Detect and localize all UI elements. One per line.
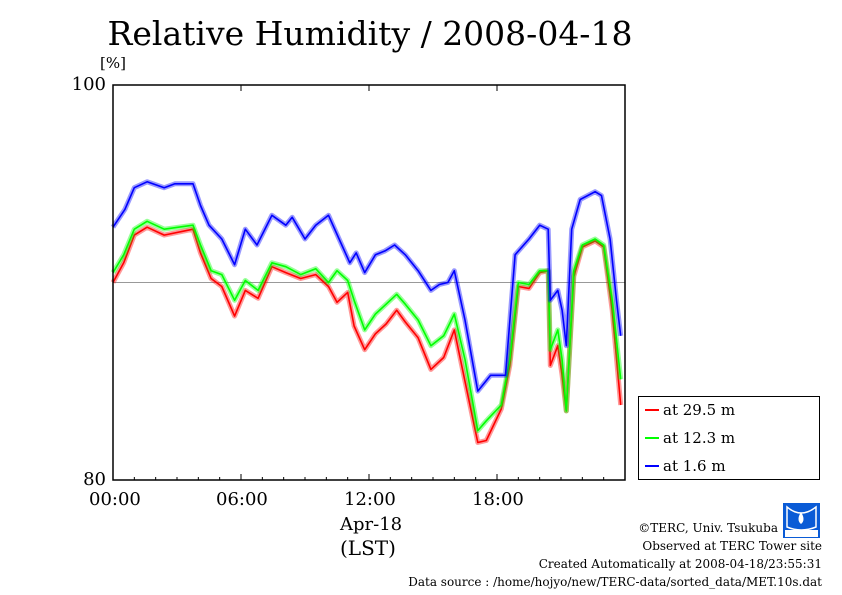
legend-swatch-green — [645, 437, 659, 439]
legend-label: at 29.5 m — [663, 401, 736, 419]
x-axis-sublabel: (LST) — [340, 536, 396, 560]
legend: at 29.5 m at 12.3 m at 1.6 m — [638, 396, 820, 480]
series-line-1 — [112, 220, 622, 432]
legend-label: at 12.3 m — [663, 429, 736, 447]
series-line-0 — [112, 226, 622, 444]
legend-label: at 1.6 m — [663, 457, 726, 475]
x-tick-label-1800: 18:00 — [472, 489, 524, 510]
y-tick-label-80: 80 — [83, 469, 106, 490]
water-drop-icon — [785, 505, 818, 537]
y-tick-label-100: 100 — [71, 74, 106, 95]
legend-item-1-6m: at 1.6 m — [645, 457, 726, 475]
x-axis-label: Apr-18 — [340, 514, 403, 535]
legend-item-29-5m: at 29.5 m — [645, 401, 735, 419]
created-text: Created Automatically at 2008-04-18/23:5… — [538, 557, 822, 571]
legend-swatch-red — [645, 409, 659, 411]
x-tick-label-1200: 12:00 — [344, 489, 396, 510]
series-halo-2 — [110, 179, 624, 394]
chart-title: Relative Humidity / 2008-04-18 — [107, 14, 633, 53]
data-source-text: Data source : /home/hojyo/new/TERC-data/… — [408, 575, 822, 589]
y-axis-label: [%] — [100, 54, 126, 72]
terc-logo — [783, 503, 820, 538]
observed-text: Observed at TERC Tower site — [642, 539, 822, 553]
series-halo-0 — [110, 224, 624, 445]
legend-swatch-blue — [645, 465, 659, 467]
x-tick-label-0000: 00:00 — [89, 489, 141, 510]
copyright-text: ©TERC, Univ. Tsukuba — [638, 521, 778, 535]
x-tick-label-0600: 06:00 — [216, 489, 268, 510]
series-line-2 — [112, 181, 622, 392]
legend-item-12-3m: at 12.3 m — [645, 429, 735, 447]
